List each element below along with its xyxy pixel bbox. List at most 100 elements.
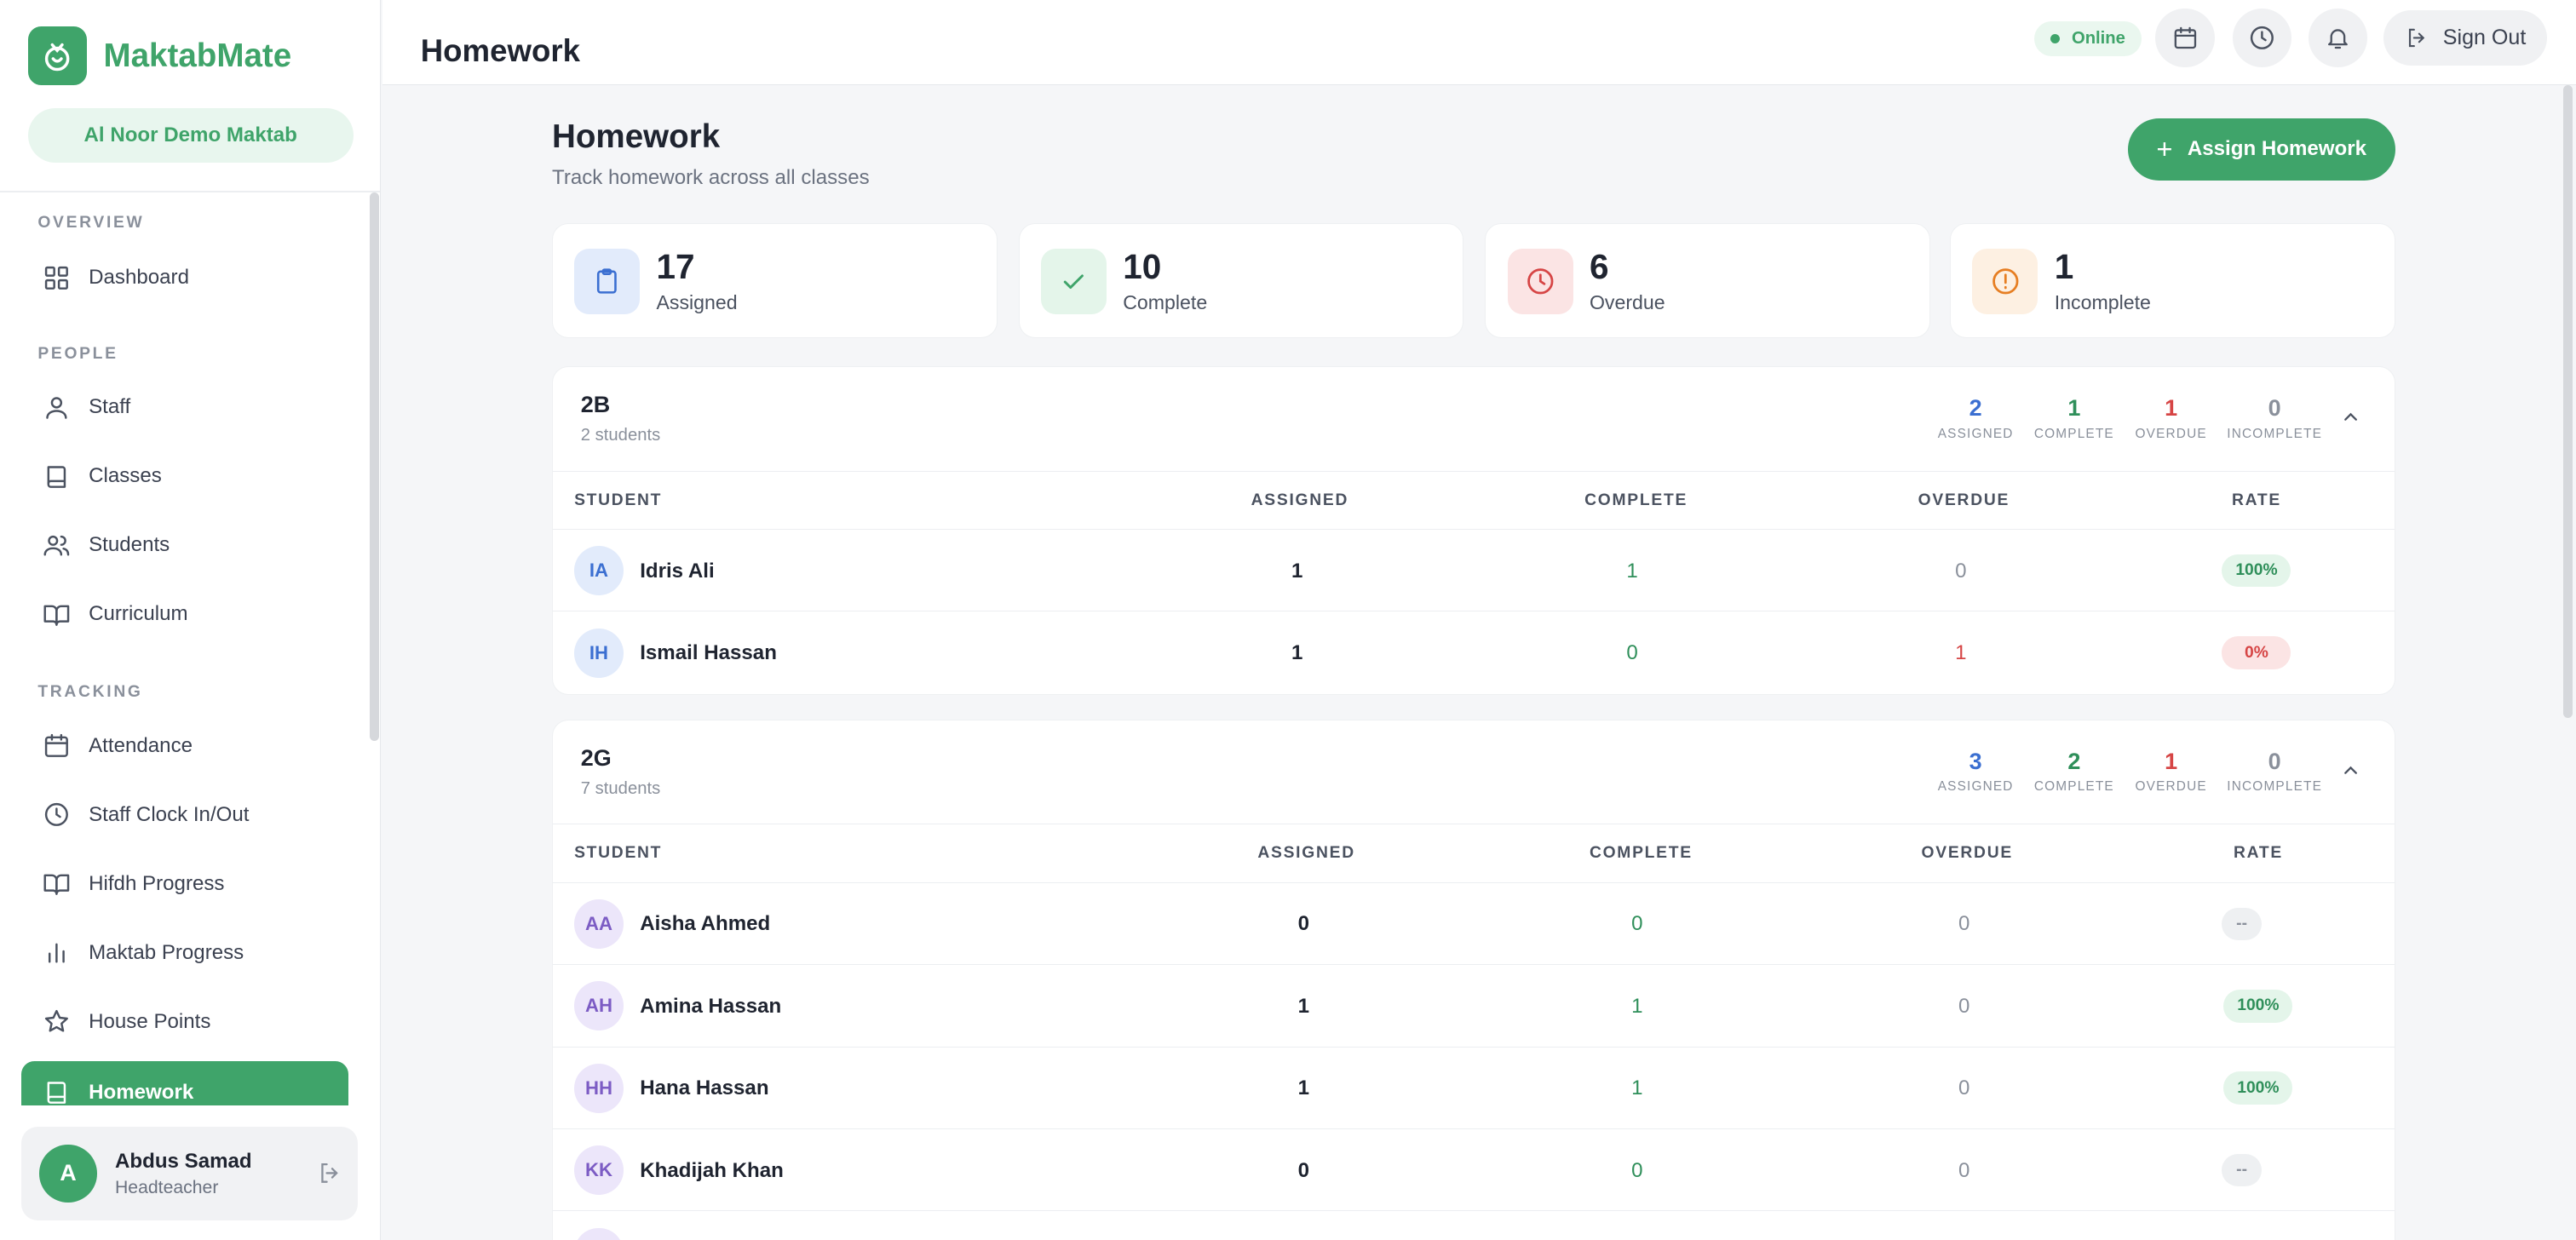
class-student-count: 7 students — [580, 779, 661, 799]
sidebar-item-students[interactable]: Students — [21, 514, 348, 577]
overdue-count: 1 — [1955, 641, 1967, 665]
assigned-count: 1 — [1291, 559, 1303, 583]
stat-value: 6 — [1589, 247, 1609, 287]
stat-card-complete: 10 Complete — [1018, 223, 1464, 339]
user-card[interactable]: A Abdus Samad Headteacher — [21, 1127, 359, 1220]
sidebar-nav: OVERVIEW Dashboard PEOPLE Staff Classes … — [0, 192, 380, 1105]
sidebar-item-attendance[interactable]: Attendance — [21, 715, 348, 777]
overdue-count: 0 — [1958, 994, 1970, 1018]
assign-homework-label: Assign Homework — [2187, 137, 2367, 161]
chevron-up-icon[interactable] — [2340, 760, 2361, 781]
avatar: A — [39, 1145, 97, 1203]
class-summary-incomplete: 0 INCOMPLETE — [2227, 394, 2323, 441]
table-row[interactable]: IH Ismail Hassan 1 0 1 0% — [553, 611, 2395, 693]
clock-button[interactable] — [2232, 8, 2292, 68]
avatar: AH — [574, 981, 624, 1031]
overdue-count: 0 — [1958, 1076, 1970, 1100]
sidebar-item-curriculum[interactable]: Curriculum — [21, 583, 348, 646]
user-name: Abdus Samad — [114, 1150, 252, 1174]
sidebar-item-staff-clock[interactable]: Staff Clock In/Out — [21, 784, 348, 846]
assigned-count: 0 — [1297, 1158, 1310, 1182]
table-row[interactable]: IA Idris Ali 1 1 0 100% — [553, 530, 2395, 612]
chevron-up-icon[interactable] — [2340, 406, 2361, 428]
complete-count: 0 — [1631, 912, 1643, 936]
sidebar-item-hifdh-progress[interactable]: Hifdh Progress — [21, 852, 348, 915]
section-people: PEOPLE — [37, 345, 118, 363]
clipboard-icon — [574, 249, 641, 315]
column-complete: COMPLETE — [1584, 491, 1688, 509]
sidebar-item-label: House Points — [89, 1009, 211, 1033]
open-book-icon — [43, 874, 70, 896]
sidebar-item-classes[interactable]: Classes — [21, 445, 348, 508]
column-rate: RATE — [2233, 844, 2283, 863]
sidebar-item-label: Classes — [89, 464, 162, 488]
stat-label: Complete — [1123, 291, 1208, 314]
overdue-count: 0 — [1955, 559, 1967, 583]
bar-chart-icon — [49, 943, 65, 963]
column-assigned: ASSIGNED — [1251, 491, 1349, 509]
sidebar-item-house-points[interactable]: House Points — [21, 990, 348, 1053]
student-name: Idris Ali — [640, 559, 715, 583]
assigned-count: 1 — [1297, 1076, 1310, 1100]
logout-icon[interactable] — [317, 1160, 343, 1186]
class-summary-assigned: 2 ASSIGNED — [1937, 394, 2014, 441]
avatar — [574, 1227, 624, 1240]
student-name: Khadijah Khan — [640, 1158, 784, 1182]
page-heading: Homework — [552, 118, 721, 155]
complete-count: 1 — [1631, 1076, 1643, 1100]
class-summary-complete: 1 COMPLETE — [2033, 394, 2114, 441]
stat-card-assigned: 17 Assigned — [552, 223, 998, 339]
class-summary-overdue: 1 OVERDUE — [2135, 394, 2207, 441]
plus-icon: + — [2156, 133, 2173, 165]
bell-icon — [2327, 29, 2348, 49]
avatar: IA — [574, 546, 624, 596]
column-complete: COMPLETE — [1589, 844, 1693, 863]
rate-badge: -- — [2222, 1153, 2262, 1187]
assigned-count: 1 — [1291, 641, 1303, 665]
sidebar: MaktabMate Al Noor Demo Maktab OVERVIEW … — [0, 0, 382, 1240]
class-summary-overdue: 1 OVERDUE — [2135, 748, 2207, 795]
stat-label: Incomplete — [2054, 291, 2151, 314]
sidebar-item-homework[interactable]: Homework — [21, 1060, 348, 1105]
sidebar-item-dashboard[interactable]: Dashboard — [21, 246, 348, 308]
notifications-button[interactable] — [2308, 8, 2368, 68]
sidebar-item-label: Dashboard — [89, 265, 189, 289]
column-overdue: OVERDUE — [1918, 491, 2010, 509]
column-student: STUDENT — [574, 491, 663, 509]
open-book-icon — [43, 605, 70, 626]
table-row[interactable]: AH Amina Hassan 1 1 0 100% — [553, 965, 2395, 1048]
avatar: AA — [574, 898, 624, 949]
sidebar-divider — [0, 190, 380, 192]
main-content: Homework Track homework across all class… — [382, 85, 2576, 1240]
assigned-count: 0 — [1297, 912, 1310, 936]
complete-count: 1 — [1626, 559, 1638, 583]
rate-badge: 0% — [2222, 636, 2291, 669]
student-name: Hana Hassan — [640, 1076, 769, 1100]
calendar-button[interactable] — [2155, 8, 2215, 68]
sidebar-item-maktab-progress[interactable]: Maktab Progress — [21, 921, 348, 984]
table-row[interactable] — [553, 1211, 2395, 1240]
org-selector[interactable]: Al Noor Demo Maktab — [27, 108, 354, 163]
book-icon — [47, 466, 66, 488]
logout-icon — [2409, 28, 2425, 48]
sidebar-item-staff[interactable]: Staff — [21, 376, 348, 439]
table-row[interactable]: AA Aisha Ahmed 0 0 0 -- — [553, 883, 2395, 966]
stat-value: 17 — [656, 247, 695, 287]
complete-count: 0 — [1626, 641, 1638, 665]
assign-homework-button[interactable]: + Assign Homework — [2127, 118, 2395, 181]
brand[interactable]: MaktabMate — [27, 26, 291, 86]
main-scrollbar[interactable] — [2562, 85, 2573, 718]
complete-count: 0 — [1631, 1158, 1643, 1182]
class-name: 2G — [580, 744, 612, 771]
table-row[interactable]: HH Hana Hassan 1 1 0 100% — [553, 1048, 2395, 1129]
sign-out-button[interactable]: Sign Out — [2383, 9, 2548, 66]
table-row[interactable]: KK Khadijah Khan 0 0 0 -- — [553, 1129, 2395, 1212]
table-header: STUDENT ASSIGNED COMPLETE OVERDUE RATE — [553, 824, 2395, 883]
star-icon — [44, 1010, 69, 1032]
class-card-2g: 2G 7 students 3 ASSIGNED 2 COMPLETE 1 OVERD… — [552, 719, 2395, 1240]
grid-icon — [44, 266, 69, 290]
sidebar-item-label: Curriculum — [89, 602, 188, 626]
sidebar-scrollbar[interactable] — [369, 192, 380, 741]
sidebar-item-label: Attendance — [89, 733, 193, 757]
sidebar-item-label: Staff Clock In/Out — [89, 802, 250, 826]
